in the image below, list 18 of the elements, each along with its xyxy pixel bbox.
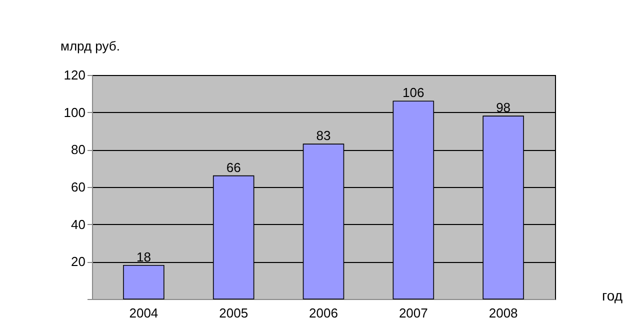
y-tick-label: 40 bbox=[71, 216, 86, 232]
x-tick-label: 2007 bbox=[398, 306, 428, 320]
data-label: 66 bbox=[226, 160, 241, 175]
x-tick-label: 2004 bbox=[129, 306, 158, 320]
x-axis-title: год bbox=[602, 288, 622, 304]
y-tick-label: 60 bbox=[71, 180, 86, 194]
y-tick-label: 100 bbox=[64, 104, 86, 120]
data-label: 18 bbox=[136, 249, 151, 264]
y-tick-label: 120 bbox=[64, 68, 86, 82]
y-tick-label: 80 bbox=[71, 142, 86, 158]
x-tick-label: 2006 bbox=[309, 306, 338, 320]
data-label: 83 bbox=[316, 128, 331, 144]
x-tick-label: 2005 bbox=[219, 306, 248, 320]
data-label: 98 bbox=[496, 100, 511, 116]
data-label: 106 bbox=[402, 85, 424, 100]
y-tick-label: 20 bbox=[71, 254, 86, 270]
x-tick-label: 2008 bbox=[488, 306, 518, 320]
y-axis-title: млрд руб. bbox=[60, 38, 120, 54]
